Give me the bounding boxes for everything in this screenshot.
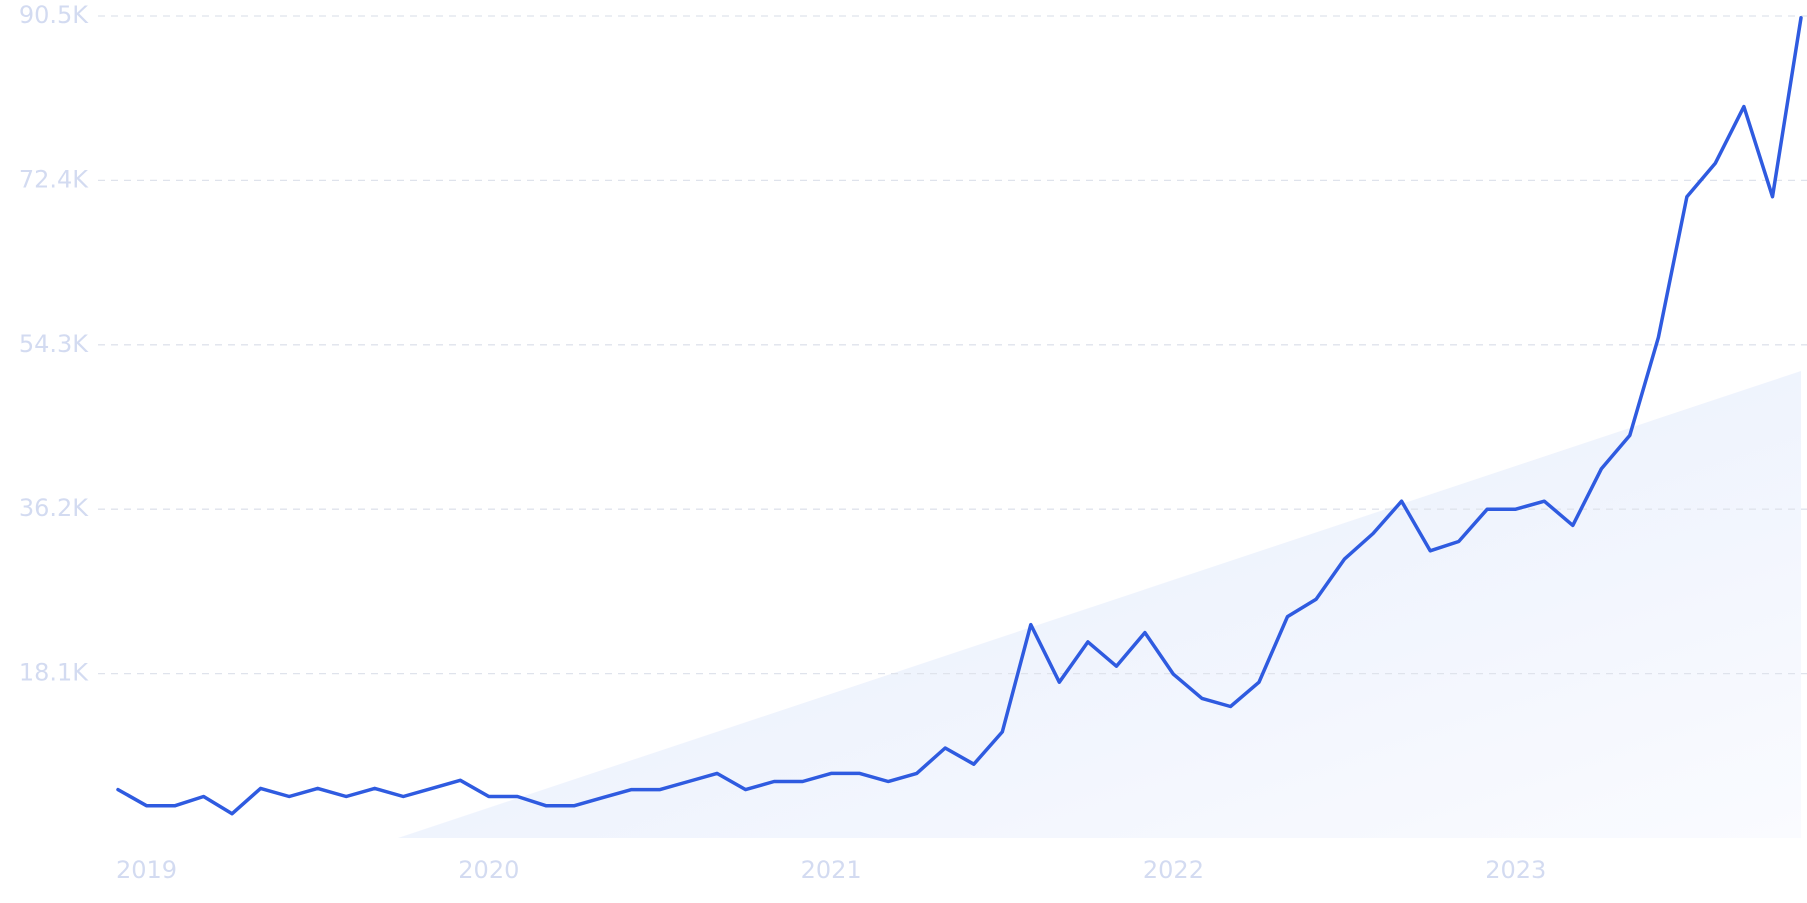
data-line xyxy=(116,16,1803,816)
y-tick-label: 54.3K xyxy=(19,330,89,358)
x-tick-label: 2021 xyxy=(801,856,862,884)
x-tick-label: 2023 xyxy=(1485,856,1546,884)
y-tick-label: 90.5K xyxy=(19,1,89,29)
trend-area xyxy=(398,371,1801,838)
x-tick-label: 2022 xyxy=(1143,856,1204,884)
y-tick-label: 72.4K xyxy=(19,165,89,193)
x-tick-label: 2020 xyxy=(458,856,519,884)
x-tick-label: 2019 xyxy=(116,856,177,884)
y-tick-label: 36.2K xyxy=(19,494,89,522)
y-tick-label: 18.1K xyxy=(19,659,89,687)
